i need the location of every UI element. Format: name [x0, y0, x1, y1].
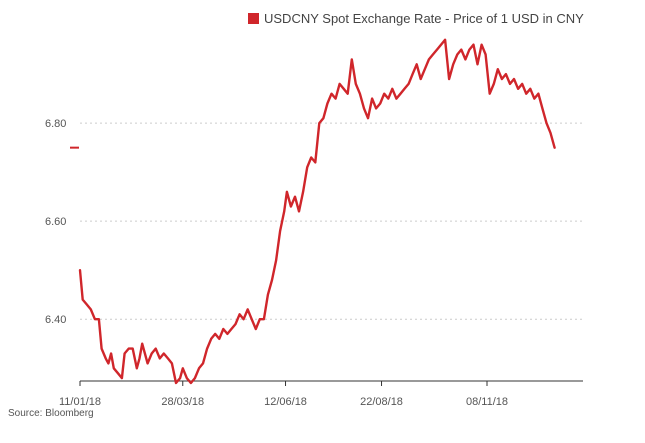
- y-axis-ticks: 6.40 6.60 6.80: [45, 118, 66, 326]
- y-tick-label: 6.80: [45, 118, 66, 130]
- gridlines: [80, 122, 583, 320]
- series-line-usdcny: [78, 38, 556, 385]
- legend: USDCNY Spot Exchange Rate - Price of 1 U…: [248, 11, 584, 26]
- source-note: Source: Bloomberg: [8, 408, 94, 419]
- legend-swatch: [248, 13, 259, 24]
- x-tick-label: 08/11/18: [466, 396, 508, 408]
- x-tick-label: 11/01/18: [59, 396, 101, 408]
- y-tick-label: 6.40: [45, 314, 66, 326]
- x-tick-label: 22/08/18: [360, 396, 403, 408]
- x-tick-label: 12/06/18: [264, 396, 307, 408]
- x-axis-ticks: 11/01/18 28/03/18 12/06/18 22/08/18 08/11/18: [59, 381, 508, 408]
- y-tick-label: 6.60: [45, 216, 66, 228]
- x-tick-label: 28/03/18: [161, 396, 204, 408]
- legend-label: USDCNY Spot Exchange Rate - Price of 1 U…: [264, 11, 584, 26]
